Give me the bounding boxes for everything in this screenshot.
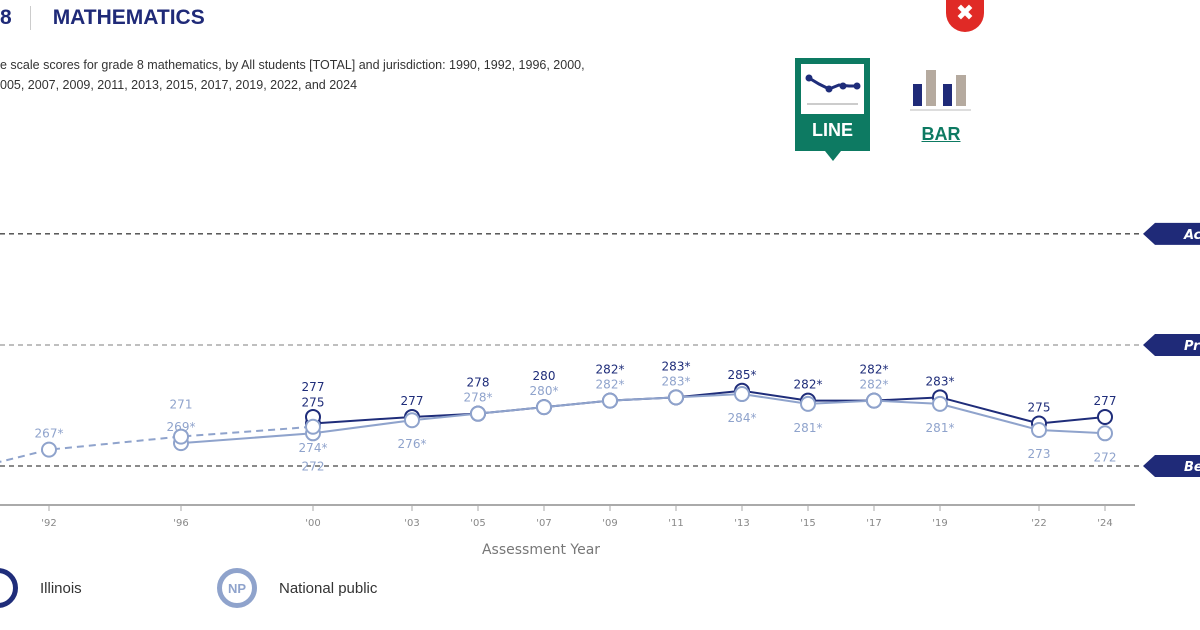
data-label: 275 [1028, 400, 1051, 414]
data-point [1031, 422, 1047, 439]
data-label: 272 [1094, 450, 1117, 464]
data-point [668, 389, 684, 406]
line-view-button[interactable]: LINE [795, 58, 870, 161]
x-tick-label: '11 [668, 518, 683, 529]
x-tick-label: '00 [305, 518, 320, 529]
active-pointer [825, 151, 841, 161]
achievement-level-label: Pr [1184, 339, 1200, 354]
data-point [41, 441, 57, 458]
x-tick-label: '07 [536, 518, 551, 529]
x-tick-label: '13 [734, 518, 749, 529]
x-tick-label: '92 [41, 518, 56, 529]
legend-marker: NP [217, 568, 257, 608]
data-label: 277 [302, 380, 325, 394]
data-label: 267* [35, 427, 64, 441]
data-label: 272 [302, 459, 325, 473]
data-label: 280 [533, 369, 556, 383]
data-label: 282* [860, 378, 889, 392]
data-label: 282* [794, 378, 823, 392]
data-point [602, 392, 618, 409]
data-point [470, 405, 486, 422]
close-icon: ✖ [955, 1, 975, 26]
data-point [734, 386, 750, 403]
header-divider [29, 6, 31, 30]
x-tick-label: '15 [800, 518, 815, 529]
data-label: 283* [926, 374, 955, 388]
data-label: 281* [926, 421, 955, 435]
data-label: 282* [596, 378, 625, 392]
achievement-level-tag [1143, 455, 1200, 477]
data-label: 281* [794, 421, 823, 435]
data-label: 278 [467, 376, 490, 390]
x-tick-label: '03 [404, 518, 419, 529]
legend-item-illinois[interactable]: Illinois [0, 568, 82, 608]
data-label: 284* [728, 411, 757, 425]
legend-label: National public [279, 579, 378, 597]
x-tick-label: '24 [1097, 518, 1112, 529]
x-axis-title: Assessment Year [482, 542, 600, 558]
x-tick-label: '19 [932, 518, 947, 529]
legend: Illinois NP National public [0, 568, 800, 618]
data-label: 276* [398, 437, 427, 451]
achievement-level-tag [1143, 222, 1200, 245]
data-label: 278* [464, 391, 493, 405]
x-tick-label: '09 [602, 518, 617, 529]
data-label: 283* [662, 359, 691, 373]
data-point [1097, 425, 1113, 442]
data-label: 274* [299, 441, 328, 455]
data-label: 269* [167, 420, 196, 434]
achievement-level-label: Ac [1183, 228, 1200, 243]
achievement-level-label: Be [1184, 460, 1200, 475]
description-line: e scale scores for grade 8 mathematics, … [0, 58, 585, 72]
grade-label: 8 [0, 6, 12, 29]
x-tick-label: '17 [866, 518, 881, 529]
legend-item-national-public[interactable]: NP National public [217, 568, 377, 608]
description-line: 005, 2007, 2009, 2011, 2013, 2015, 2017,… [0, 78, 358, 92]
data-label: 273 [1028, 447, 1051, 461]
legend-label: Illinois [40, 579, 82, 597]
x-tick-label: '05 [470, 518, 485, 529]
data-label: 277 [401, 394, 424, 408]
data-point [305, 418, 321, 435]
x-tick-label: '22 [1031, 518, 1046, 529]
series-line [0, 425, 314, 463]
data-label: 280* [530, 384, 559, 398]
data-label: 275 [302, 395, 325, 409]
line-label: LINE [811, 120, 853, 140]
data-point [173, 428, 189, 445]
data-point [800, 395, 816, 412]
data-label: 282* [596, 363, 625, 377]
line-chart-icon [801, 64, 864, 114]
data-label: 285* [728, 368, 757, 382]
bar-label: BAR [921, 124, 961, 144]
data-point [536, 399, 552, 416]
subject-title: MATHEMATICS [52, 6, 205, 29]
header: 8 MATHEMATICS [0, 6, 205, 30]
data-point [404, 412, 420, 429]
data-point [932, 395, 948, 412]
bar-view-button[interactable]: BAR [905, 62, 977, 150]
chart-description: e scale scores for grade 8 mathematics, … [0, 55, 760, 95]
data-point [1097, 408, 1113, 425]
achievement-level-tag [1143, 334, 1200, 357]
data-label: 277 [1094, 394, 1117, 408]
legend-marker [0, 568, 18, 608]
data-label: 271 [170, 398, 193, 412]
close-button[interactable]: ✖ [946, 0, 984, 32]
data-point [866, 392, 882, 409]
data-label: 283* [662, 374, 691, 388]
bar-chart-icon [910, 70, 971, 111]
x-tick-label: '96 [173, 518, 188, 529]
data-label: 282* [860, 363, 889, 377]
